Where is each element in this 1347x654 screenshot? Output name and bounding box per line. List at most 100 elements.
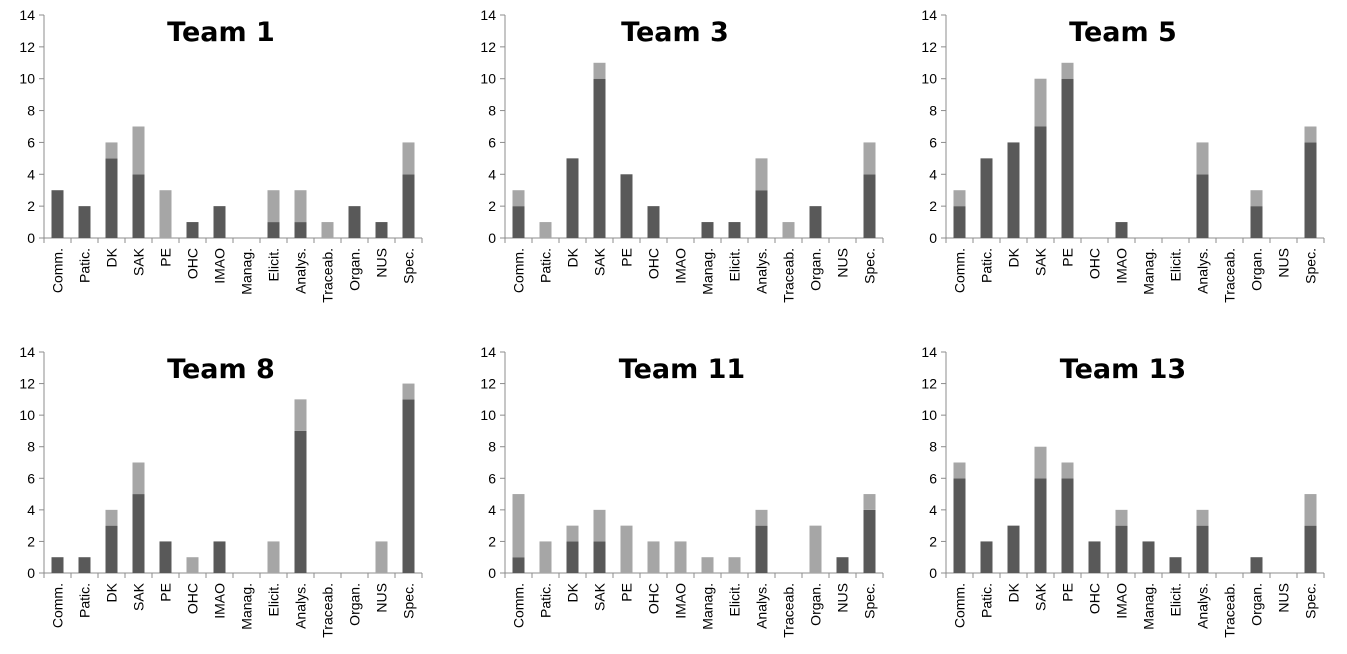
bar-pe-s2 xyxy=(1061,462,1074,479)
bar-patic-s2 xyxy=(539,222,552,238)
y-tick-label: 10 xyxy=(19,407,35,423)
category-label: NUS xyxy=(1276,248,1292,278)
y-tick-label: 12 xyxy=(480,376,496,392)
y-tick-label: 2 xyxy=(488,198,496,214)
category-label: DK xyxy=(565,582,581,602)
chart-title: Team 5 xyxy=(1069,17,1177,48)
category-label: Manag. xyxy=(1141,248,1157,295)
bar-comm-s1 xyxy=(51,557,64,573)
bar-dk-s1 xyxy=(1007,525,1020,573)
bar-analys-s2 xyxy=(755,509,768,526)
bar-elicit-s2 xyxy=(728,557,741,573)
category-label: Spec. xyxy=(1303,583,1319,619)
category-label: NUS xyxy=(835,248,851,278)
bar-patic-s2 xyxy=(539,541,552,573)
category-label: SAK xyxy=(592,247,608,276)
bar-sak-s2 xyxy=(1034,446,1047,479)
category-label: Analys. xyxy=(293,583,309,629)
bar-spec-s1 xyxy=(863,509,876,573)
category-label: Analys. xyxy=(1195,248,1211,294)
y-tick-label: 8 xyxy=(27,439,35,455)
y-tick-label: 14 xyxy=(921,7,937,23)
y-tick-label: 12 xyxy=(480,39,496,55)
category-label: Manag. xyxy=(700,583,716,630)
category-label: IMAO xyxy=(212,248,228,284)
bar-imao-s1 xyxy=(1115,222,1128,238)
y-tick-label: 8 xyxy=(929,439,937,455)
bar-dk-s2 xyxy=(105,142,118,159)
bar-analys-s1 xyxy=(755,525,768,573)
category-label: Elicit. xyxy=(1168,583,1184,616)
category-label: Manag. xyxy=(239,248,255,295)
y-tick-label: 4 xyxy=(488,166,496,182)
y-tick-label: 4 xyxy=(27,166,35,182)
bar-analys-s1 xyxy=(1196,174,1209,238)
bar-ohc-s1 xyxy=(1088,541,1101,573)
chart-title: Team 8 xyxy=(167,354,275,385)
category-label: OHC xyxy=(646,583,662,614)
bar-pe-s1 xyxy=(159,541,172,573)
category-label: Manag. xyxy=(700,248,716,295)
chart-title: Team 11 xyxy=(619,354,745,385)
bar-pe-s2 xyxy=(620,525,633,573)
y-tick-label: 12 xyxy=(921,376,937,392)
category-label: DK xyxy=(104,247,120,267)
y-tick-label: 8 xyxy=(488,103,496,119)
chart-panel-2: 0 2 4 6 8 10 12 14 Comm. Patic. DK SAK PE OHC IMAO Mana… xyxy=(480,7,884,303)
chart-panel-1: 0 2 4 6 8 10 12 14 Comm. Patic. DK SAK PE OHC IMAO Mana… xyxy=(19,7,423,303)
bar-nus-s1 xyxy=(836,557,849,573)
category-label: DK xyxy=(1006,582,1022,602)
bar-spec-s2 xyxy=(402,142,415,175)
y-tick-label: 14 xyxy=(19,7,35,23)
category-label: IMAO xyxy=(673,583,689,619)
category-label: OHC xyxy=(1087,248,1103,279)
y-tick-label: 6 xyxy=(929,134,937,150)
bar-manag-s1 xyxy=(701,222,714,238)
category-label: Analys. xyxy=(754,583,770,629)
bar-analys-s1 xyxy=(755,190,768,238)
category-label: DK xyxy=(104,582,120,602)
category-label: Comm. xyxy=(952,248,968,293)
bar-organ-s1 xyxy=(1250,206,1263,238)
category-label: NUS xyxy=(374,248,390,278)
category-label: Spec. xyxy=(401,248,417,284)
bar-spec-s2 xyxy=(863,494,876,510)
category-label: IMAO xyxy=(1114,248,1130,284)
chart-panel-4: 0 2 4 6 8 10 12 14 Comm. Patic. DK SAK PE OHC IMAO Mana… xyxy=(19,344,423,638)
chart-panel-3: 0 2 4 6 8 10 12 14 Comm. Patic. DK SAK PE OHC IMAO Mana… xyxy=(921,7,1325,303)
bar-spec-s2 xyxy=(863,142,876,175)
bar-ohc-s2 xyxy=(647,541,660,573)
category-label: SAK xyxy=(592,582,608,611)
bar-elicit-s1 xyxy=(728,222,741,238)
y-tick-label: 0 xyxy=(488,565,496,581)
bar-dk-s1 xyxy=(1007,142,1020,238)
bar-spec-s2 xyxy=(1304,126,1317,143)
bar-sak-s1 xyxy=(593,541,606,573)
bar-dk-s1 xyxy=(566,158,579,238)
bar-pe-s2 xyxy=(159,190,172,238)
bar-spec-s1 xyxy=(1304,525,1317,573)
category-label: Patic. xyxy=(77,248,93,283)
bar-nus-s1 xyxy=(375,222,388,238)
category-label: Spec. xyxy=(862,583,878,619)
category-label: NUS xyxy=(835,583,851,613)
bar-spec-s2 xyxy=(1304,494,1317,526)
bar-sak-s2 xyxy=(1034,78,1047,127)
category-label: Manag. xyxy=(1141,583,1157,630)
bar-sak-s1 xyxy=(1034,478,1047,573)
bar-sak-s1 xyxy=(132,494,145,573)
y-tick-label: 2 xyxy=(929,198,937,214)
category-label: Spec. xyxy=(401,583,417,619)
category-label: Comm. xyxy=(50,583,66,628)
bar-analys-s2 xyxy=(755,158,768,191)
bar-comm-s1 xyxy=(953,206,966,238)
bar-spec-s2 xyxy=(402,383,415,400)
y-tick-label: 6 xyxy=(27,134,35,150)
bar-sak-s2 xyxy=(132,462,145,495)
bar-spec-s1 xyxy=(402,399,415,573)
y-tick-label: 0 xyxy=(929,230,937,246)
bar-pe-s1 xyxy=(1061,478,1074,573)
bar-elicit-s1 xyxy=(1169,557,1182,573)
category-label: Spec. xyxy=(862,248,878,284)
